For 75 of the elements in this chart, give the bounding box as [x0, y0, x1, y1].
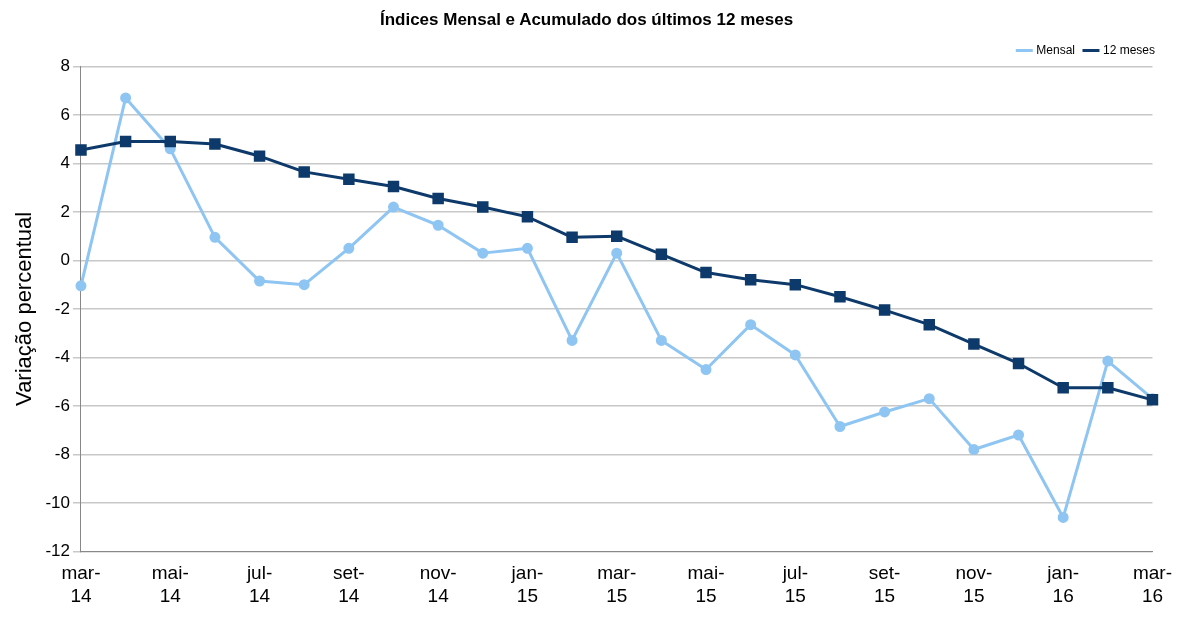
point: [343, 242, 355, 254]
point: [878, 304, 891, 316]
point: [923, 318, 935, 331]
y-tick-label: -2: [54, 298, 70, 318]
point: [119, 135, 132, 148]
point: [789, 349, 801, 361]
point: [1013, 429, 1025, 441]
point: [655, 334, 667, 346]
point: [432, 219, 444, 231]
point: [655, 248, 668, 261]
y-tick-label: -8: [54, 444, 70, 464]
x-tick-label: mai-14: [151, 562, 189, 606]
point: [164, 135, 177, 148]
point: [209, 231, 221, 243]
point: [1057, 381, 1069, 394]
x-tick-label: mar-15: [597, 562, 637, 606]
point: [1057, 511, 1069, 523]
point: [566, 231, 578, 244]
point: [700, 266, 712, 279]
x-tick-label: set-14: [333, 562, 365, 606]
point: [477, 201, 489, 213]
legend-label: 12 meses: [1102, 42, 1156, 57]
point: [253, 150, 266, 162]
y-tick-label: 0: [60, 250, 70, 270]
point: [298, 166, 310, 178]
point: [387, 201, 399, 213]
point: [834, 421, 846, 433]
point: [432, 192, 444, 205]
point: [611, 247, 623, 259]
y-tick-label: -12: [45, 541, 70, 561]
point: [120, 92, 132, 104]
point: [923, 393, 935, 405]
point: [75, 144, 87, 156]
x-tick-label: jul-14: [245, 562, 273, 606]
x-tick-label: jan-16: [1046, 562, 1080, 606]
x-tick-label: nov-15: [955, 562, 993, 606]
y-tick-label: -4: [54, 347, 70, 367]
y-tick-label: -10: [45, 492, 70, 512]
x-tick-label: jan-15: [510, 562, 544, 606]
x-tick-label: jul-15: [781, 562, 808, 606]
y-tick-label: 4: [60, 153, 70, 173]
point: [834, 291, 846, 303]
x-tick-label: mar-14: [61, 562, 101, 606]
point: [254, 275, 266, 287]
x-tick-label: nov-14: [419, 562, 457, 606]
point: [477, 247, 489, 259]
x-tick-label: mai-15: [687, 562, 725, 606]
point: [1012, 357, 1025, 370]
point: [879, 406, 891, 418]
point: [1102, 355, 1114, 367]
y-tick-label: 8: [60, 56, 70, 76]
point: [521, 211, 534, 223]
point: [521, 242, 533, 254]
point: [610, 230, 623, 242]
point: [566, 334, 578, 346]
point: [700, 364, 712, 376]
point: [789, 278, 802, 291]
x-tick-label: set-15: [868, 562, 901, 606]
point: [343, 173, 355, 185]
point: [745, 319, 757, 331]
point: [744, 274, 757, 286]
point: [968, 338, 980, 350]
point: [298, 279, 310, 291]
point: [1102, 381, 1114, 394]
y-tick-label: 6: [60, 104, 70, 124]
point: [387, 180, 400, 193]
chart-title: Índices Mensal e Acumulado dos últimos 12 meses: [379, 9, 794, 29]
y-tick-label: -6: [54, 395, 70, 415]
point: [968, 444, 980, 456]
point: [209, 138, 221, 150]
legend-label: Mensal: [1036, 42, 1075, 57]
y-axis-title: Variação percentual: [11, 211, 37, 406]
x-tick-label: mar-16: [1132, 562, 1173, 606]
point: [75, 280, 87, 292]
y-tick-label: 2: [60, 201, 70, 221]
